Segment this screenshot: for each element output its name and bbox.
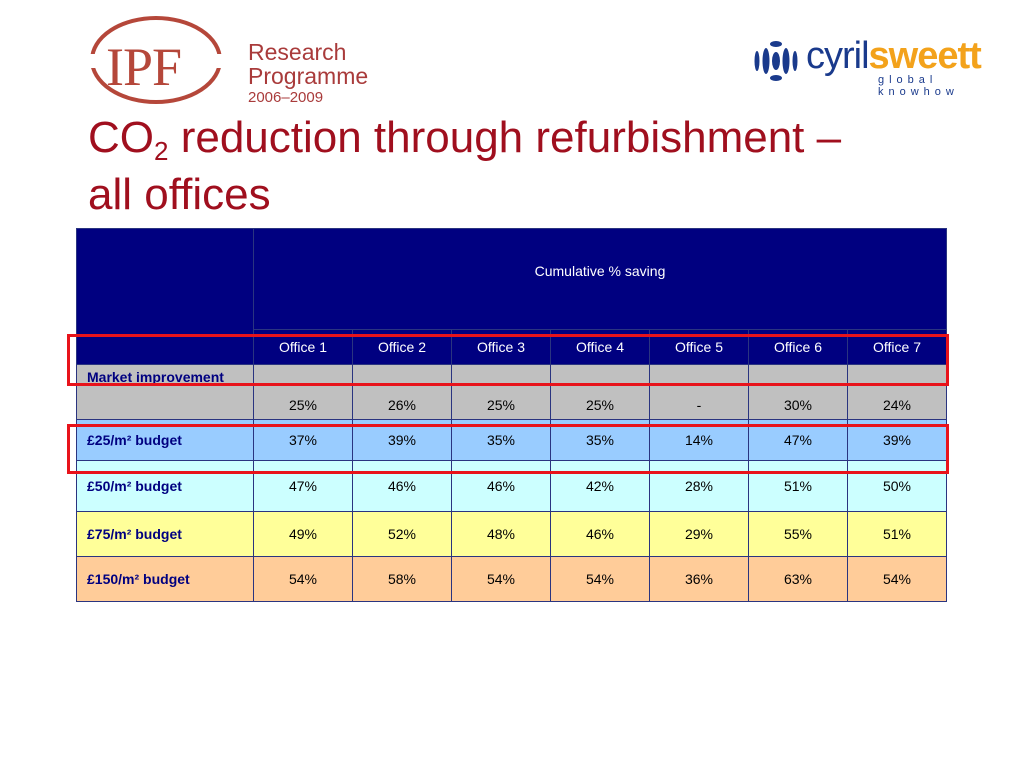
table-row: £150/m² budget 54% 58% 54% 54% 36% 63% 5… xyxy=(76,556,947,602)
table-header-row: Cumulative % saving xyxy=(76,228,947,365)
table-row: £50/m² budget 47% 46% 46% 42% 28% 51% 50… xyxy=(76,460,947,512)
title-subscript: 2 xyxy=(154,136,169,166)
table-cell: 36% xyxy=(649,556,749,602)
table-row: Market improvement 25% 26% 25% 25% - 30%… xyxy=(76,364,947,420)
programme-line1: Research xyxy=(248,39,347,65)
table-cell: 54% xyxy=(847,556,947,602)
highlight-market-improvement xyxy=(67,334,949,386)
row-label: £150/m² budget xyxy=(76,556,254,602)
row-label: Market improvement xyxy=(76,364,254,420)
title-prefix: CO xyxy=(88,113,154,162)
sweett-word: sweett xyxy=(868,35,982,77)
programme-line2: Programme xyxy=(248,63,369,89)
table-cell: 46% xyxy=(352,460,452,512)
table-cell: 28% xyxy=(649,460,749,512)
table-cell: 29% xyxy=(649,511,749,557)
table-cell: 25% xyxy=(550,364,650,420)
table-cell: 48% xyxy=(451,511,551,557)
table-row: £75/m² budget 49% 52% 48% 46% 29% 55% 51… xyxy=(76,511,947,557)
table-cell: 54% xyxy=(550,556,650,602)
header-blank-cell xyxy=(76,228,254,365)
cyril-sweett-logo: cyrilsweett global knowhow xyxy=(752,34,1002,98)
title-line2: all offices xyxy=(88,170,271,219)
table-cell: 30% xyxy=(748,364,848,420)
table-cell: 42% xyxy=(550,460,650,512)
title-rest: reduction through refurbishment – xyxy=(168,113,842,162)
cyril-sweett-tagline: global knowhow xyxy=(878,74,959,98)
table-cell: 47% xyxy=(253,460,353,512)
table-cell: 25% xyxy=(451,364,551,420)
row-label: £50/m² budget xyxy=(76,460,254,512)
table-cell: 52% xyxy=(352,511,452,557)
cyril-word: cyril xyxy=(806,35,870,77)
table-cell: 50% xyxy=(847,460,947,512)
table-cell: 25% xyxy=(253,364,353,420)
group-header: Cumulative % saving xyxy=(253,228,947,330)
slide-title: CO2 reduction through refurbishment – al… xyxy=(88,112,841,221)
programme-years: 2006–2009 xyxy=(248,89,324,106)
research-programme-label: Research Programme 2006–2009 xyxy=(248,40,368,108)
ipf-logo-ring-icon xyxy=(88,16,224,104)
savings-table: Cumulative % saving Office 1 Office 2 Of… xyxy=(76,228,947,602)
table-cell: 24% xyxy=(847,364,947,420)
ipf-logo: IPF xyxy=(88,14,228,110)
table-cell: 54% xyxy=(451,556,551,602)
table-cell: 49% xyxy=(253,511,353,557)
cyril-sweett-wordmark: cyrilsweett xyxy=(806,34,982,78)
ipf-logo-text: IPF xyxy=(106,37,182,97)
table-cell: 58% xyxy=(352,556,452,602)
highlight-50-budget xyxy=(67,424,949,474)
table-cell: 51% xyxy=(847,511,947,557)
row-label: £75/m² budget xyxy=(76,511,254,557)
table-cell: 63% xyxy=(748,556,848,602)
table-cell: 46% xyxy=(550,511,650,557)
cyril-sweett-dots-icon xyxy=(754,41,798,81)
table-cell: 54% xyxy=(253,556,353,602)
table-cell: - xyxy=(649,364,749,420)
table-cell: 51% xyxy=(748,460,848,512)
table-cell: 55% xyxy=(748,511,848,557)
